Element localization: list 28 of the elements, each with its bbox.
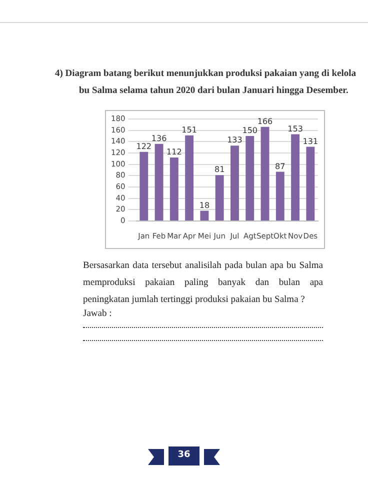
data-label: 122 <box>136 142 152 151</box>
text: Bersasarkan data tersebut analisilah pada bulan apa bu Salma memproduksi pakaian paling banyak dan bulan apa peningkatan jumlah tertinggi produksi pakaian bu Salma ? <box>83 260 323 307</box>
bar <box>260 126 270 220</box>
data-label: 131 <box>302 136 318 146</box>
text: 36 <box>176 450 192 460</box>
data-label: 112 <box>166 148 182 157</box>
data-label: 166 <box>257 117 273 126</box>
data-label: 150 <box>242 126 258 136</box>
data-label: 81 <box>214 165 225 174</box>
data-label: 87 <box>275 162 286 171</box>
data-label: 133 <box>227 136 242 145</box>
bar <box>154 144 164 220</box>
bar <box>246 136 254 220</box>
data-label: 153 <box>288 124 303 134</box>
data-label: 18 <box>199 200 210 210</box>
bar <box>170 158 178 220</box>
bar <box>306 146 315 220</box>
bar <box>276 172 284 220</box>
bar <box>185 135 194 220</box>
bar <box>291 134 300 220</box>
bar <box>140 152 148 220</box>
bar <box>230 146 239 220</box>
bar <box>200 210 209 220</box>
data-label: 136 <box>151 134 167 144</box>
text: Jawab : <box>83 309 112 319</box>
chart-title: 4) Diagram batang berikut menunjukkan produksi pakaian yang di kelola bu Salma selama tahun 2020 dari bulan Januari hingga Desember. <box>55 68 357 98</box>
bar <box>215 175 224 220</box>
data-label: 151 <box>182 126 197 135</box>
